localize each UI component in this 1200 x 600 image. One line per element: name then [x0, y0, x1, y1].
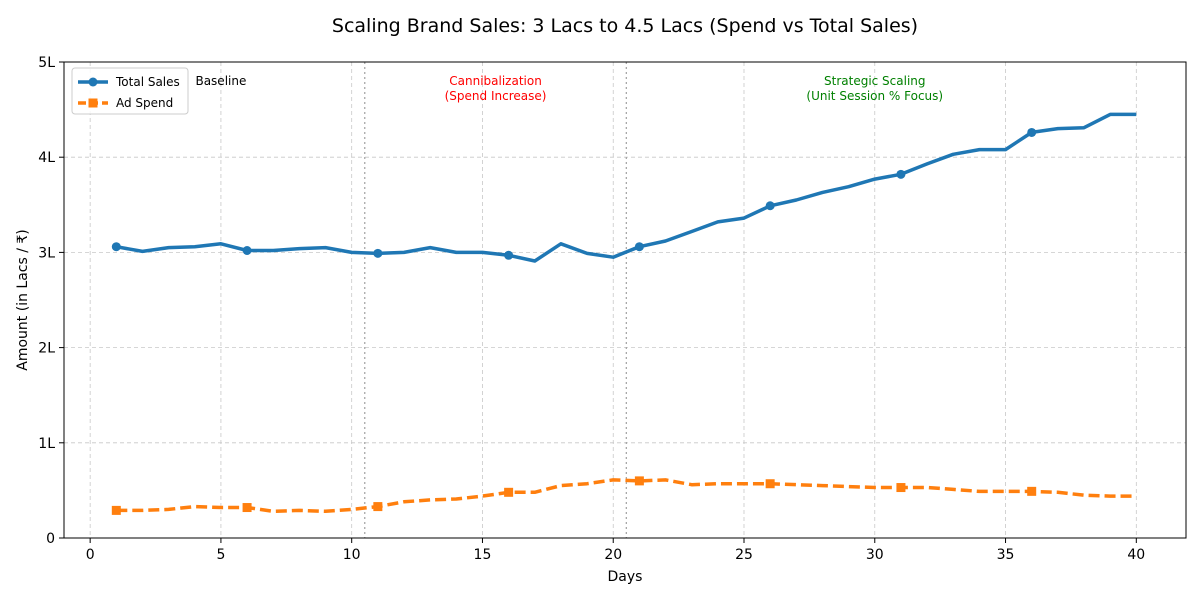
x-tick-label: 5 [216, 547, 225, 563]
y-tick-label: 3L [38, 245, 55, 261]
annotation-text: (Unit Session % Focus) [806, 89, 943, 103]
annotation-text: Baseline [195, 74, 246, 88]
data-point [111, 242, 121, 252]
legend-box [71, 67, 189, 115]
chart-title: Scaling Brand Sales: 3 Lacs to 4.5 Lacs … [332, 15, 918, 37]
data-point [111, 505, 121, 515]
annotation-text: Cannibalization [449, 74, 542, 88]
legend-label: Total Sales [115, 75, 180, 89]
data-point [634, 476, 644, 486]
data-point [1027, 127, 1037, 137]
legend-label: Ad Spend [116, 96, 173, 110]
plot-frame [63, 61, 1187, 539]
data-point [504, 250, 514, 260]
x-tick-label: 20 [604, 547, 622, 563]
data-point [634, 242, 644, 252]
y-axis-label: Amount (in Lacs / ₹) [15, 229, 31, 371]
y-tick-label: 4L [38, 150, 55, 166]
data-point [765, 201, 775, 211]
x-tick-label: 30 [866, 547, 884, 563]
series-line-0 [115, 112, 1137, 263]
data-point [242, 503, 252, 513]
x-tick-label: 40 [1127, 547, 1145, 563]
data-point [896, 483, 906, 493]
annotation-text: (Spend Increase) [445, 89, 547, 103]
data-point [373, 502, 383, 512]
data-point [373, 248, 383, 258]
x-tick-label: 35 [997, 547, 1015, 563]
x-tick-label: 25 [735, 547, 753, 563]
data-point [504, 487, 514, 497]
x-tick-label: 0 [86, 547, 95, 563]
annotation-text: Strategic Scaling [824, 74, 926, 88]
y-tick-label: 0 [46, 531, 55, 547]
series-line-1 [116, 478, 1137, 514]
y-tick-label: 2L [38, 341, 55, 357]
data-point [242, 245, 252, 255]
data-point [1027, 486, 1037, 496]
x-axis-label: Days [608, 569, 643, 585]
x-tick-label: 10 [343, 547, 361, 563]
legend-marker [88, 77, 98, 87]
x-tick-label: 15 [474, 547, 492, 563]
y-tick-label: 1L [38, 436, 55, 452]
data-point [896, 169, 906, 179]
plot-area: 0 5 10 15 20 25 30 35 40 0 1L 2L 3L 4L 5L Baseline Canni… [38, 55, 1187, 563]
legend-marker [88, 98, 98, 108]
data-point [765, 479, 775, 489]
y-tick-label: 5L [38, 55, 55, 71]
